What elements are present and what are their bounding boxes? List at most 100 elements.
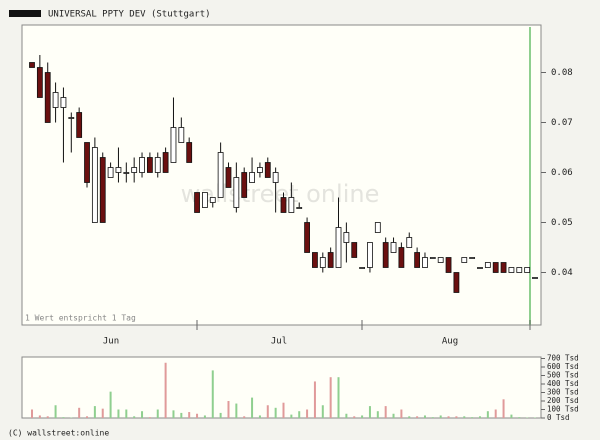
volume-bar: [290, 414, 293, 418]
volume-bar: [117, 409, 120, 418]
volume-bar: [141, 411, 144, 418]
candle-body: [225, 167, 232, 188]
candle-body: [288, 197, 295, 213]
volume-bar: [258, 415, 261, 418]
candle-body: [186, 142, 193, 163]
y2-tick-label: 100 Tsd: [547, 405, 579, 414]
volume-bar: [298, 411, 301, 418]
candle-body: [29, 62, 35, 68]
candle-body: [469, 257, 476, 259]
volume-bar: [376, 411, 379, 418]
volume-bar: [219, 412, 222, 418]
volume-bar: [313, 381, 316, 418]
y2-tick-label: 400 Tsd: [547, 379, 579, 388]
candle-body: [123, 172, 130, 174]
volume-bar: [133, 416, 136, 418]
volume-bar: [463, 416, 466, 418]
watermark: wallstreet online: [181, 180, 380, 208]
volume-bar: [408, 416, 411, 418]
chart-title: UNIVERSAL PPTY DEV (Stuttgart): [48, 10, 211, 20]
y-tick-label: 0.05: [551, 218, 573, 228]
y2-tick-label: 700 Tsd: [547, 354, 579, 363]
candle-body: [84, 142, 90, 183]
volume-bar: [321, 405, 324, 418]
candle-body: [272, 172, 279, 183]
candle-body: [139, 157, 145, 173]
candle-body: [484, 262, 491, 268]
volume-bar: [86, 416, 89, 418]
candle-body: [319, 257, 326, 268]
copyright: (C) wallstreet:online: [8, 429, 109, 438]
candle-body: [91, 147, 98, 223]
volume-bar: [439, 415, 442, 418]
volume-bar: [203, 415, 206, 418]
candle-body: [178, 127, 185, 143]
volume-bar: [502, 399, 505, 418]
volume-bar: [78, 407, 81, 418]
candle-body: [524, 267, 531, 273]
y2-tick-label: 200 Tsd: [547, 396, 579, 405]
volume-bar: [180, 412, 183, 418]
volume-bar: [235, 403, 238, 418]
candle-body: [429, 257, 436, 259]
candle-body: [312, 252, 318, 268]
volume-bar: [510, 414, 513, 418]
volume-bar: [400, 409, 403, 418]
candle-body: [257, 167, 263, 173]
candle-body: [477, 267, 483, 269]
volume-bar: [486, 411, 489, 418]
x-tick-label: Jul: [271, 337, 287, 347]
candle-body: [44, 72, 51, 123]
volume-bar: [431, 417, 434, 418]
candle-body: [437, 257, 444, 263]
candle-body: [382, 242, 389, 268]
volume-bar: [54, 405, 57, 418]
volume-bar: [282, 402, 285, 418]
volume-bar: [251, 397, 254, 418]
candle-body: [343, 232, 350, 243]
candle-body: [492, 262, 499, 273]
volume-bar: [353, 416, 356, 418]
candle-body: [52, 92, 59, 108]
candle-body: [304, 222, 310, 253]
volume-bar: [471, 417, 474, 418]
candle-body: [194, 192, 200, 213]
candle-body: [146, 157, 153, 173]
candle-body: [390, 242, 397, 253]
volume-bar: [392, 413, 395, 418]
volume-bar: [188, 412, 191, 418]
candle-body: [202, 192, 208, 208]
candle-body: [335, 227, 342, 268]
candle-body: [162, 152, 169, 173]
candle-body: [209, 197, 216, 203]
candle-body: [233, 177, 240, 208]
candle-body: [60, 97, 67, 108]
y-tick-label: 0.04: [551, 268, 573, 278]
volume-bar: [345, 413, 348, 418]
volume-bar: [156, 409, 159, 418]
volume-bar: [101, 408, 104, 418]
volume-bar: [46, 416, 49, 418]
y-tick-label: 0.07: [551, 118, 573, 128]
candle-body: [453, 272, 460, 293]
candle-body: [170, 127, 177, 163]
volume-bar: [38, 415, 41, 418]
y2-tick-label: 500 Tsd: [547, 371, 579, 380]
candle-body: [327, 252, 334, 268]
candle-body: [406, 237, 413, 248]
x-tick-label: Jun: [103, 337, 119, 347]
candle-body: [414, 252, 421, 268]
candle-body: [241, 172, 248, 198]
volume-bar: [211, 370, 214, 418]
candle-body: [422, 257, 428, 268]
candle-body: [461, 257, 468, 263]
volume-bar: [337, 377, 340, 418]
volume-bar: [361, 415, 364, 418]
y2-tick-label: 600 Tsd: [547, 362, 579, 371]
volume-bar: [31, 409, 33, 418]
candle-body: [76, 112, 83, 138]
candle-body: [107, 167, 114, 178]
volume-bar: [227, 401, 230, 418]
volume-bar: [423, 415, 426, 418]
